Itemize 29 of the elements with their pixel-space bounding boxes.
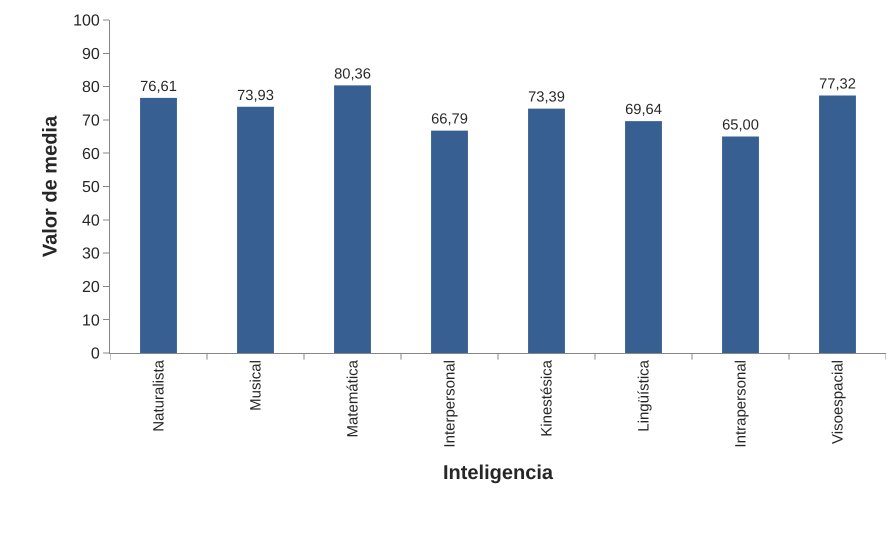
x-tick-label: Matemática	[344, 359, 362, 438]
y-tick-label: 80	[82, 79, 100, 96]
data-label: 77,32	[819, 76, 856, 93]
x-tick-label: Intrapersonal	[732, 360, 750, 448]
data-label: 76,61	[140, 78, 177, 95]
data-label: 66,79	[431, 112, 468, 128]
y-tick-label: 90	[82, 46, 100, 63]
y-tick-label: 40	[82, 212, 100, 230]
x-tick-label: Visoespacial	[829, 360, 846, 444]
y-tick-label: 60	[82, 146, 100, 163]
x-tick-label: Lingüística	[635, 359, 652, 432]
data-label: 65,00	[722, 118, 759, 134]
y-tick-label: 20	[82, 279, 100, 296]
y-tick-label: 30	[82, 246, 100, 263]
x-tick-label: Musical	[247, 360, 264, 411]
data-label: 69,64	[625, 102, 662, 118]
y-tick-label: 0	[90, 346, 100, 363]
data-label: 73,39	[528, 90, 565, 106]
x-tick-label: Interpersonal	[441, 360, 458, 448]
x-tick-label: Kinestésica	[538, 359, 556, 437]
y-tick-label: 70	[82, 112, 100, 130]
y-tick-label: 10	[82, 312, 100, 330]
x-axis-title: Inteligencia	[442, 462, 554, 484]
x-tick-label: Naturalista	[150, 359, 168, 432]
y-tick-label: 100	[73, 12, 100, 30]
y-tick-label: 50	[82, 179, 100, 196]
data-label: 80,36	[334, 66, 371, 82]
y-axis-title: Valor de media	[40, 115, 62, 258]
data-label: 73,93	[237, 88, 274, 104]
